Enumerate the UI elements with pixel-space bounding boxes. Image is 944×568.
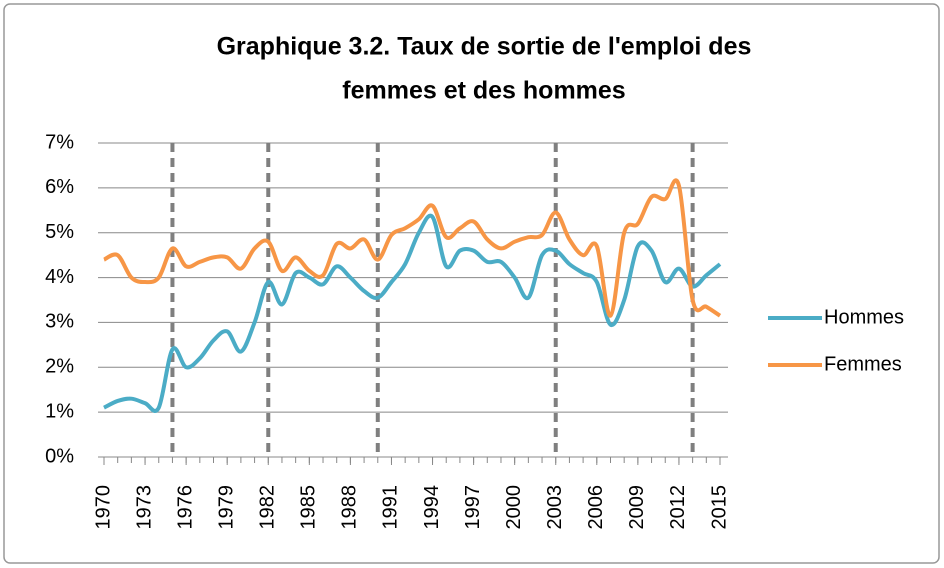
series-line: [103, 213, 722, 413]
x-tick-label: 2006: [585, 485, 607, 530]
x-tick-label: 1985: [298, 485, 320, 530]
x-tick-label: 2000: [503, 485, 525, 530]
y-tick-label: 3%: [45, 311, 74, 333]
x-tick-label: 1997: [462, 485, 484, 530]
legend-label: Hommes: [824, 306, 904, 328]
y-tick-label: 1%: [45, 400, 74, 422]
y-tick-label: 5%: [45, 221, 74, 243]
x-tick-label: 2015: [708, 485, 730, 530]
series-line: [103, 178, 722, 318]
x-tick-label: 1976: [174, 485, 196, 530]
chart-title: femmes et des hommes: [342, 77, 625, 105]
y-tick-label: 0%: [45, 445, 74, 467]
x-tick-label: 1982: [257, 485, 279, 530]
chart-frame: [3, 3, 940, 564]
y-tick-label: 7%: [45, 131, 74, 153]
x-tick-label: 1979: [215, 485, 237, 530]
y-tick-label: 4%: [45, 266, 74, 288]
x-tick-label: 2003: [544, 485, 566, 530]
x-tick-label: 1970: [92, 485, 114, 530]
x-tick-label: 2012: [667, 485, 689, 530]
x-tick-label: 1973: [133, 485, 155, 530]
legend-label: Femmes: [824, 353, 902, 375]
x-tick-label: 1994: [421, 485, 443, 530]
x-tick-label: 1988: [339, 485, 361, 530]
y-tick-label: 2%: [45, 356, 74, 378]
chart-title: Graphique 3.2. Taux de sortie de l'emplo…: [217, 33, 752, 61]
x-tick-label: 2009: [626, 485, 648, 530]
x-tick-label: 1991: [380, 485, 402, 530]
y-tick-label: 6%: [45, 176, 74, 198]
